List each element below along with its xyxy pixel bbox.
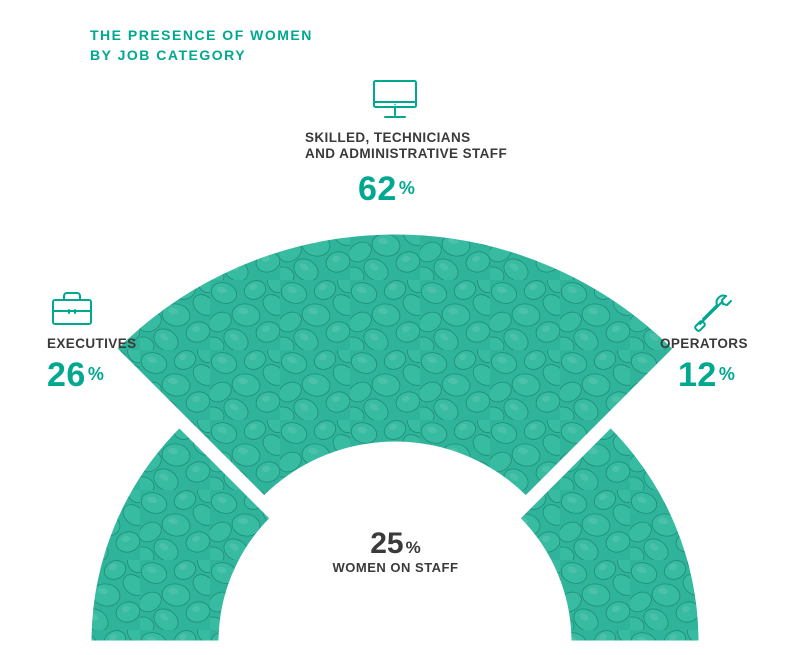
percent-sign: %: [88, 364, 104, 384]
percent-sign: %: [399, 178, 415, 198]
tools-icon: [692, 290, 734, 337]
operators-value-number: 12: [678, 356, 717, 394]
center-value-number: 25: [370, 527, 403, 560]
skilled-value-number: 62: [358, 170, 397, 208]
skilled-value: 62%: [358, 172, 415, 206]
briefcase-icon: [50, 290, 94, 333]
monitor-icon: [372, 78, 418, 125]
skilled-label-line2: AND ADMINISTRATIVE STAFF: [305, 146, 507, 162]
executives-label: EXECUTIVES: [47, 336, 137, 352]
chart-title: THE PRESENCE OF WOMEN BY JOB CATEGORY: [90, 25, 313, 65]
percent-sign: %: [406, 538, 421, 557]
skilled-label-line1: SKILLED, TECHNICIANS: [305, 130, 507, 146]
skilled-label-block: SKILLED, TECHNICIANS AND ADMINISTRATIVE …: [305, 130, 507, 162]
chart-title-line2: BY JOB CATEGORY: [90, 45, 313, 65]
operators-label: OPERATORS: [660, 336, 748, 352]
executives-value: 26%: [47, 358, 104, 392]
center-label: WOMEN ON STAFF: [0, 560, 791, 575]
percent-sign: %: [719, 364, 735, 384]
center-value-row: 25%: [0, 527, 791, 561]
chart-title-line1: THE PRESENCE OF WOMEN: [90, 25, 313, 45]
operators-value: 12%: [678, 358, 735, 392]
infographic-stage: THE PRESENCE OF WOMEN BY JOB CATEGORY SK…: [0, 0, 791, 655]
executives-value-number: 26: [47, 356, 86, 394]
